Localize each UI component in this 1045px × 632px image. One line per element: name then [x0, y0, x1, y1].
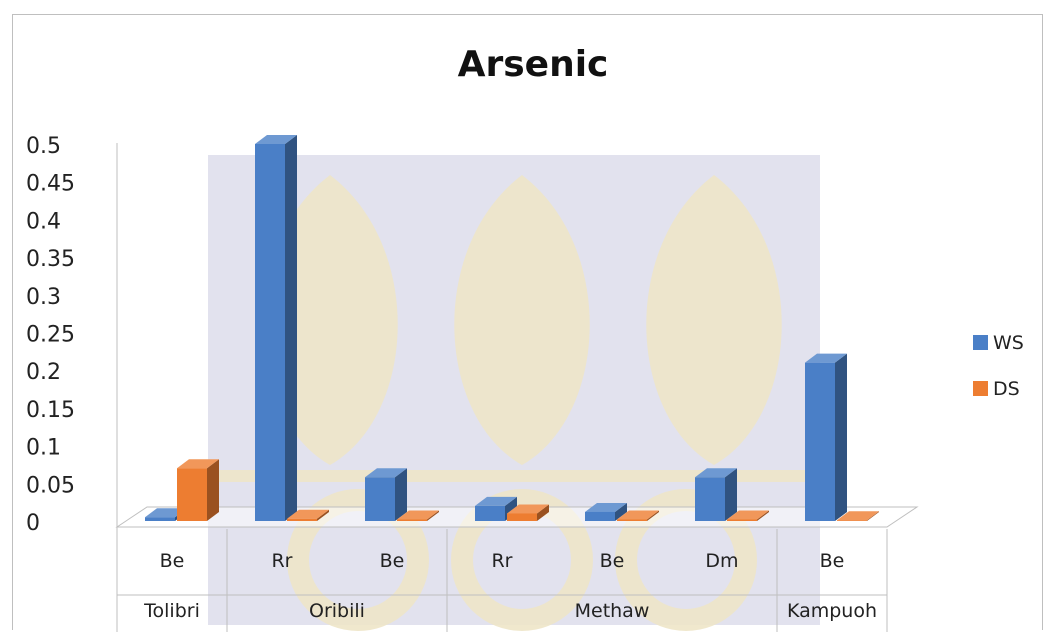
- bar-ws-side: [615, 502, 627, 521]
- legend-label-ws: WS: [993, 332, 1024, 354]
- bar-ws-front: [255, 144, 285, 521]
- y-tick-label: 0.2: [26, 360, 61, 385]
- bar-ws-top: [145, 508, 187, 518]
- bar-ds-top: [727, 510, 769, 520]
- watermark-leaf-center: [454, 175, 590, 465]
- bar-ds-top: [617, 510, 659, 520]
- bar-ws-front: [695, 477, 725, 521]
- bar-ws: [695, 468, 737, 521]
- bar-ws: [585, 502, 627, 521]
- x-category-label: Be: [600, 550, 625, 572]
- y-tick-label: 0.1: [26, 436, 61, 461]
- bar-ds-front: [837, 520, 867, 521]
- bar-ws: [805, 353, 847, 521]
- y-tick-label: 0.3: [26, 285, 61, 310]
- legend-swatch-ds: [973, 381, 988, 396]
- bar-ws-side: [395, 468, 407, 521]
- y-tick-label: 0.05: [26, 473, 75, 498]
- bar-ws-top: [365, 468, 407, 478]
- bar-ds-side: [427, 510, 439, 521]
- bar-ds: [397, 510, 439, 521]
- watermark-ring-left: [287, 489, 429, 631]
- bar-ws-top: [695, 468, 737, 478]
- bar-ds-front: [177, 468, 207, 521]
- bar-ds: [837, 511, 879, 521]
- y-tick-label: 0: [26, 511, 40, 536]
- bar-ds: [287, 509, 329, 521]
- bar-ws-front: [585, 511, 615, 521]
- bar-ds-front: [287, 518, 317, 521]
- legend-label-ds: DS: [993, 378, 1020, 400]
- legend-swatch-ws: [973, 335, 988, 350]
- bar-ds-side: [317, 509, 329, 521]
- y-tick-label: 0.25: [26, 323, 75, 348]
- bar-ds-side: [537, 504, 549, 521]
- watermark-leaf-right: [646, 175, 782, 465]
- bar-ws-top: [585, 502, 627, 512]
- x-category-label: Rr: [491, 550, 512, 572]
- x-group-label: Oribili: [309, 600, 365, 622]
- legend: WS DS: [973, 332, 1024, 400]
- watermark-band: [208, 470, 820, 482]
- bar-ds-front: [727, 519, 757, 521]
- bar-ws-front: [475, 505, 505, 521]
- bar-ds: [507, 504, 549, 521]
- x-axis: Be Rr Be Rr Be Dm Be Tolibri Oribili Methaw Kampuo…: [116, 529, 888, 632]
- bar-ds-side: [757, 510, 769, 521]
- bar-ds: [617, 510, 659, 521]
- y-tick-label: 0.4: [26, 209, 61, 234]
- bar-ds-front: [507, 513, 537, 521]
- chart-frame: [12, 14, 1043, 630]
- x-group-label: Tolibri: [143, 600, 200, 622]
- bar-ds-top: [287, 509, 329, 519]
- bar-ws-top: [805, 353, 847, 363]
- bar-ds-side: [867, 511, 879, 521]
- x-category-label: Rr: [271, 550, 292, 572]
- bar-ds-side: [207, 459, 219, 521]
- bar-ws-front: [365, 477, 395, 521]
- chart-title: Arsenic: [458, 44, 609, 85]
- bar-ws-front: [145, 517, 175, 521]
- y-tick-label: 0.5: [26, 134, 61, 159]
- bar-ds-top: [837, 511, 879, 521]
- bars: [145, 135, 879, 521]
- y-axis: 0 0.05 0.1 0.15 0.2 0.25 0.3 0.35 0.4 0.45 0.5: [26, 134, 118, 536]
- x-category-label: Dm: [705, 550, 738, 572]
- watermark-ring-right: [615, 489, 757, 631]
- bar-ws-side: [835, 353, 847, 521]
- x-category-label: Be: [160, 550, 185, 572]
- bar-ds: [727, 510, 769, 521]
- bar-ws-side: [285, 135, 297, 521]
- y-tick-label: 0.45: [26, 172, 75, 197]
- y-tick-label: 0.35: [26, 247, 75, 272]
- bar-ws-front: [805, 362, 835, 521]
- x-category-label: Be: [820, 550, 845, 572]
- bar-ds-top: [177, 459, 219, 469]
- bar-ws-side: [725, 468, 737, 521]
- bar-ws-top: [475, 496, 517, 506]
- x-group-label: Methaw: [575, 600, 650, 622]
- watermark-ring-center: [451, 489, 593, 631]
- y-tick-label: 0.15: [26, 398, 75, 423]
- bar-ws: [365, 468, 407, 521]
- bar-ws-top: [255, 135, 297, 144]
- bar-ds: [177, 459, 219, 521]
- bar-ds-top: [397, 510, 439, 520]
- x-category-label: Be: [380, 550, 405, 572]
- bar-ds-front: [617, 519, 647, 521]
- bar-ds-side: [647, 510, 659, 521]
- bar-ds-top: [507, 504, 549, 514]
- bar-ws: [255, 135, 297, 521]
- bar-ds-front: [397, 519, 427, 521]
- x-group-label: Kampuoh: [787, 600, 877, 622]
